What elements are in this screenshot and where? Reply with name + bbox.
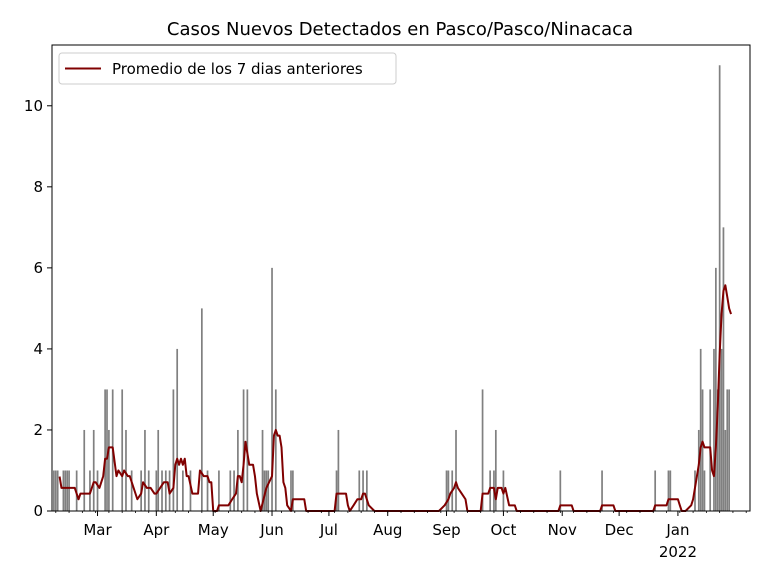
bar-day-350	[715, 267, 717, 511]
bar-day-98	[237, 429, 239, 511]
bar-day-356	[726, 389, 729, 511]
y-tick-label-0: 0	[33, 502, 43, 520]
bar-day-111	[261, 429, 264, 511]
x-tick-label-Jun: Jun	[259, 521, 283, 539]
bar-day-126	[290, 470, 292, 511]
x-tick-label-May: May	[198, 521, 229, 539]
bar-day-60	[164, 470, 167, 511]
x-tick-label-Jul: Jul	[319, 521, 338, 539]
bar-day-1	[53, 470, 55, 511]
x-tick-label-Nov: Nov	[548, 521, 577, 539]
bar-day-88	[218, 470, 220, 511]
bar-day-64	[172, 389, 175, 511]
bar-day-127	[292, 470, 294, 511]
x-year-label: 2022	[659, 543, 697, 561]
bar-day-49	[144, 429, 146, 511]
bar-day-17	[83, 429, 86, 511]
bar-day-8	[66, 470, 69, 511]
bar-day-58	[161, 470, 163, 511]
bar-day-73	[189, 470, 192, 511]
bar-day-116	[271, 267, 273, 511]
bar-day-79	[200, 308, 203, 511]
bar-day-344	[703, 470, 706, 511]
bar-day-352	[718, 65, 721, 511]
bar-day-24	[96, 470, 99, 511]
x-tick-label-Dec: Dec	[605, 521, 634, 539]
x-tick-label-Apr: Apr	[143, 521, 170, 539]
legend: Promedio de los 7 dias anteriores	[58, 52, 397, 85]
bar-day-9	[68, 470, 70, 511]
bar-day-268	[559, 470, 562, 511]
bar-day-357	[728, 389, 730, 511]
y-tick-label-4: 4	[33, 340, 43, 358]
bar-day-227	[481, 389, 484, 511]
bar-day-349	[713, 348, 715, 511]
x-tick-label-Jan: Jan	[665, 521, 689, 539]
bar-day-29	[106, 389, 108, 511]
bar-day-2	[54, 470, 57, 511]
bar-day-151	[337, 429, 340, 511]
bar-day-42	[130, 470, 133, 511]
bar-day-209	[447, 470, 450, 511]
bar-day-7	[64, 470, 67, 511]
bar-day-94	[229, 470, 232, 511]
x-axis: Mar Apr May Jun Jul Aug Sep Oct Nov Dec Jan 2022	[55, 511, 747, 561]
legend-box	[58, 52, 397, 85]
x-tick-label-Mar: Mar	[83, 521, 112, 539]
chart-title: Casos Nuevos Detectados en Pasco/Pasco/N…	[167, 19, 633, 40]
bar-day-51	[147, 470, 150, 511]
bar-day-69	[182, 470, 184, 511]
bar-day-208	[445, 470, 448, 511]
x-tick-label-Aug: Aug	[373, 521, 402, 539]
bar-day-354	[722, 227, 725, 511]
legend-label: Promedio de los 7 dias anteriores	[112, 60, 363, 78]
bar-day-66	[176, 348, 179, 511]
bar-day-101	[242, 389, 245, 511]
bar-day-6	[62, 470, 65, 511]
bar-day-37	[121, 389, 124, 511]
bar-day-326	[669, 470, 672, 511]
bar-day-22	[92, 429, 95, 511]
bar-day-55	[155, 470, 158, 511]
bar-day-343	[701, 389, 704, 511]
bar-day-355	[724, 429, 727, 511]
y-tick-label-8: 8	[33, 178, 43, 196]
bar-day-325	[667, 470, 670, 511]
bar-day-118	[274, 389, 277, 511]
y-tick-label-10: 10	[24, 97, 43, 115]
y-axis: 0 2 4 6 8 10	[24, 97, 52, 520]
rolling-average-line	[58, 284, 732, 512]
bar-day-234	[494, 429, 497, 511]
bar-day-56	[157, 429, 160, 511]
bar-day-114	[267, 470, 270, 511]
bar-day-39	[125, 429, 127, 511]
y-tick-label-6: 6	[33, 259, 43, 277]
plot-frame	[51, 44, 751, 512]
bar-day-82	[206, 470, 209, 511]
bar-day-353	[720, 348, 723, 511]
bar-day-342	[699, 348, 702, 511]
x-tick-label-Oct: Oct	[490, 521, 516, 539]
bar-day-166	[366, 470, 368, 511]
bar-day-318	[654, 470, 657, 511]
bar-day-150	[335, 470, 338, 511]
y-tick-label-2: 2	[33, 421, 43, 439]
bar-day-28	[104, 389, 106, 511]
bar-day-3	[56, 470, 59, 511]
bar-day-162	[358, 470, 361, 511]
bar-day-213	[455, 429, 457, 511]
bar-day-30	[108, 429, 110, 511]
x-tick-label-Sep: Sep	[432, 521, 460, 539]
bar-day-96	[233, 470, 235, 511]
bar-day-164	[362, 470, 364, 511]
bar-day-290	[601, 470, 603, 511]
bar-day-351	[716, 389, 719, 511]
bar-day-112	[263, 470, 266, 511]
